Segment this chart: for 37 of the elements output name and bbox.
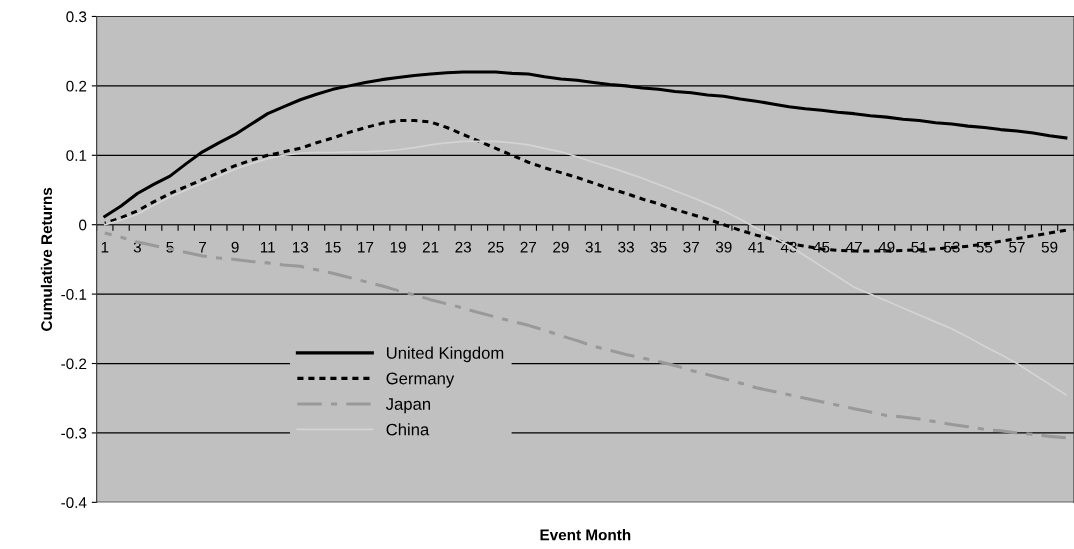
x-tick-label: 33	[618, 241, 634, 253]
y-tick-label: 0	[79, 219, 87, 231]
x-tick-label: 7	[199, 241, 207, 253]
x-tick-label: 1	[101, 241, 109, 253]
x-tick-label: 41	[748, 241, 765, 253]
x-tick-label: 59	[1041, 241, 1058, 253]
x-tick-label: 17	[358, 241, 374, 253]
x-tick-label: 13	[292, 241, 309, 253]
x-tick-label: 19	[390, 241, 406, 253]
x-tick-label: 57	[1009, 241, 1025, 253]
y-tick-label: 0.1	[66, 150, 87, 161]
x-tick-label: 27	[520, 241, 537, 253]
x-axis-title: Event Month	[540, 529, 631, 541]
y-tick-label: -0.3	[61, 427, 87, 439]
legend-label: Japan	[385, 398, 431, 414]
x-tick-label: 47	[845, 241, 862, 253]
y-tick-label: 0.3	[66, 11, 87, 23]
x-tick-label: 23	[455, 241, 471, 253]
y-tick-label: -0.1	[61, 288, 87, 300]
x-tick-label: 45	[813, 241, 830, 253]
y-tick-label: -0.4	[61, 497, 87, 509]
x-tick-label: 39	[715, 241, 732, 253]
x-tick-label: 31	[585, 241, 602, 253]
legend-label: United Kingdom	[386, 346, 504, 363]
x-tick-label: 29	[553, 241, 569, 253]
y-tick-label: 0.2	[66, 80, 87, 92]
x-tick-label: 11	[260, 241, 275, 253]
legend-label: Germany	[386, 372, 455, 388]
legend-label: China	[386, 423, 430, 436]
x-tick-label: 37	[683, 241, 699, 253]
x-tick-label: 15	[325, 241, 341, 253]
x-tick-label: 25	[488, 241, 504, 253]
y-axis-title: Cumulative Returns	[40, 187, 53, 331]
y-tick-label: -0.2	[61, 358, 87, 370]
x-tick-label: 21	[422, 241, 439, 253]
x-tick-label: 9	[231, 241, 239, 253]
x-tick-label: 35	[650, 241, 667, 253]
